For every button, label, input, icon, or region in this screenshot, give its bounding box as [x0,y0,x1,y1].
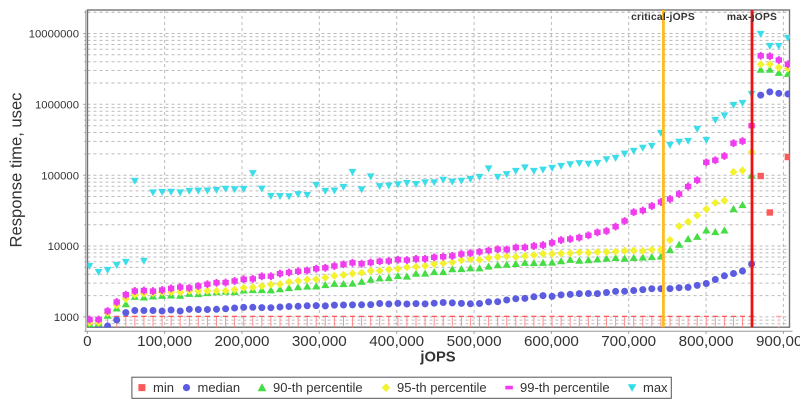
svg-text:Response time, usec: Response time, usec [7,93,26,248]
svg-text:1000000: 1000000 [35,99,79,111]
svg-text:jOPS: jOPS [419,350,455,366]
svg-text:900,000: 900,000 [756,333,800,350]
svg-text:95-th percentile: 95-th percentile [397,380,487,395]
svg-text:100000: 100000 [41,170,79,182]
svg-text:max-jOPS: max-jOPS [727,12,777,23]
svg-text:700,000: 700,000 [601,333,656,350]
svg-text:min: min [153,380,174,395]
svg-text:99-th percentile: 99-th percentile [520,380,610,395]
svg-text:0: 0 [83,333,91,350]
svg-text:median: median [198,380,241,395]
svg-text:200,000: 200,000 [215,333,270,350]
svg-text:600,000: 600,000 [524,333,579,350]
svg-text:max: max [643,380,668,395]
svg-text:100,000: 100,000 [137,333,192,350]
svg-text:500,000: 500,000 [447,333,502,350]
svg-text:10000000: 10000000 [29,29,79,41]
svg-text:90-th percentile: 90-th percentile [273,380,363,395]
svg-text:300,000: 300,000 [292,333,347,350]
svg-text:critical-jOPS: critical-jOPS [631,12,695,23]
svg-text:400,000: 400,000 [369,333,424,350]
svg-text:10000: 10000 [48,241,79,253]
svg-text:1000: 1000 [54,312,79,324]
svg-text:800,000: 800,000 [679,333,734,350]
